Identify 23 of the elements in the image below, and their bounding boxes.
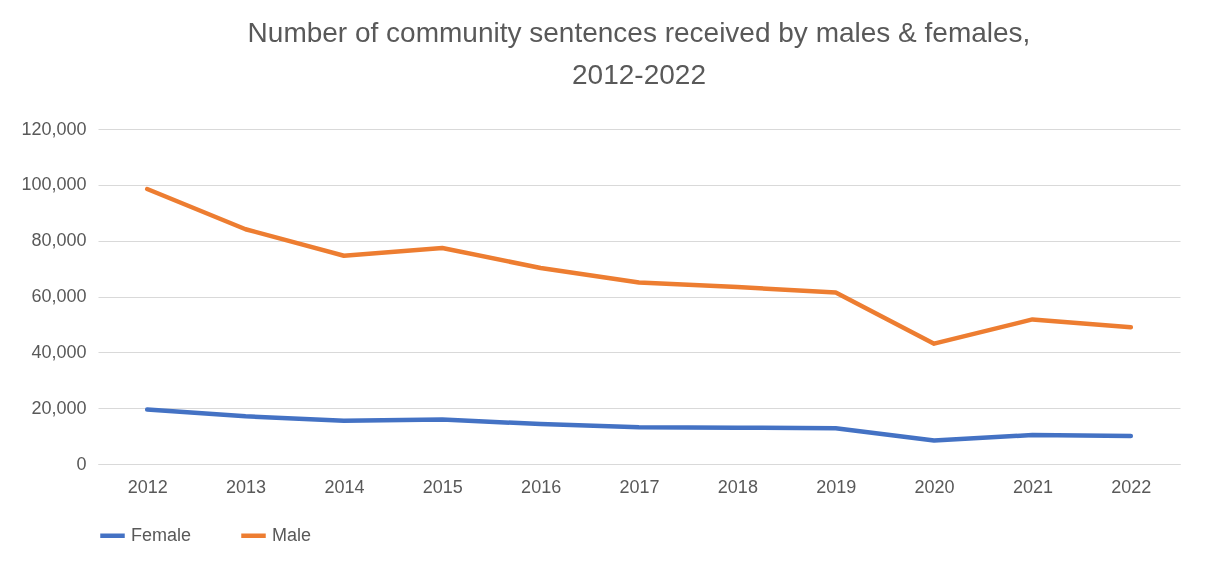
y-tick-label: 0 [76,453,87,474]
x-tick-label: 2020 [914,476,955,497]
x-tick-label: 2022 [1111,476,1152,497]
x-tick-label: 2016 [521,476,562,497]
x-tick-label: 2013 [226,476,267,497]
y-tick-label: 120,000 [21,118,87,139]
y-tick-label: 20,000 [31,397,87,418]
line-series [144,407,1134,443]
x-tick-label: 2021 [1012,476,1053,497]
x-tick-label: 2014 [324,476,365,497]
x-tick-label: 2015 [422,476,463,497]
x-tick-label: 2018 [717,476,758,497]
legend-label: Female [131,524,192,545]
y-tick-label: 100,000 [21,174,87,195]
x-tick-label: 2019 [816,476,857,497]
y-tick-label: 60,000 [31,286,87,306]
y-tick-label: 40,000 [31,341,87,362]
chart-title: Number of community sentences received by males & females, 2012-2022 [247,17,1031,90]
x-tick-label: 2012 [127,476,168,497]
x-tick-label: 2017 [619,476,660,497]
line-series [144,186,1134,346]
legend-label: Male [272,524,312,545]
y-tick-label: 80,000 [31,230,87,251]
